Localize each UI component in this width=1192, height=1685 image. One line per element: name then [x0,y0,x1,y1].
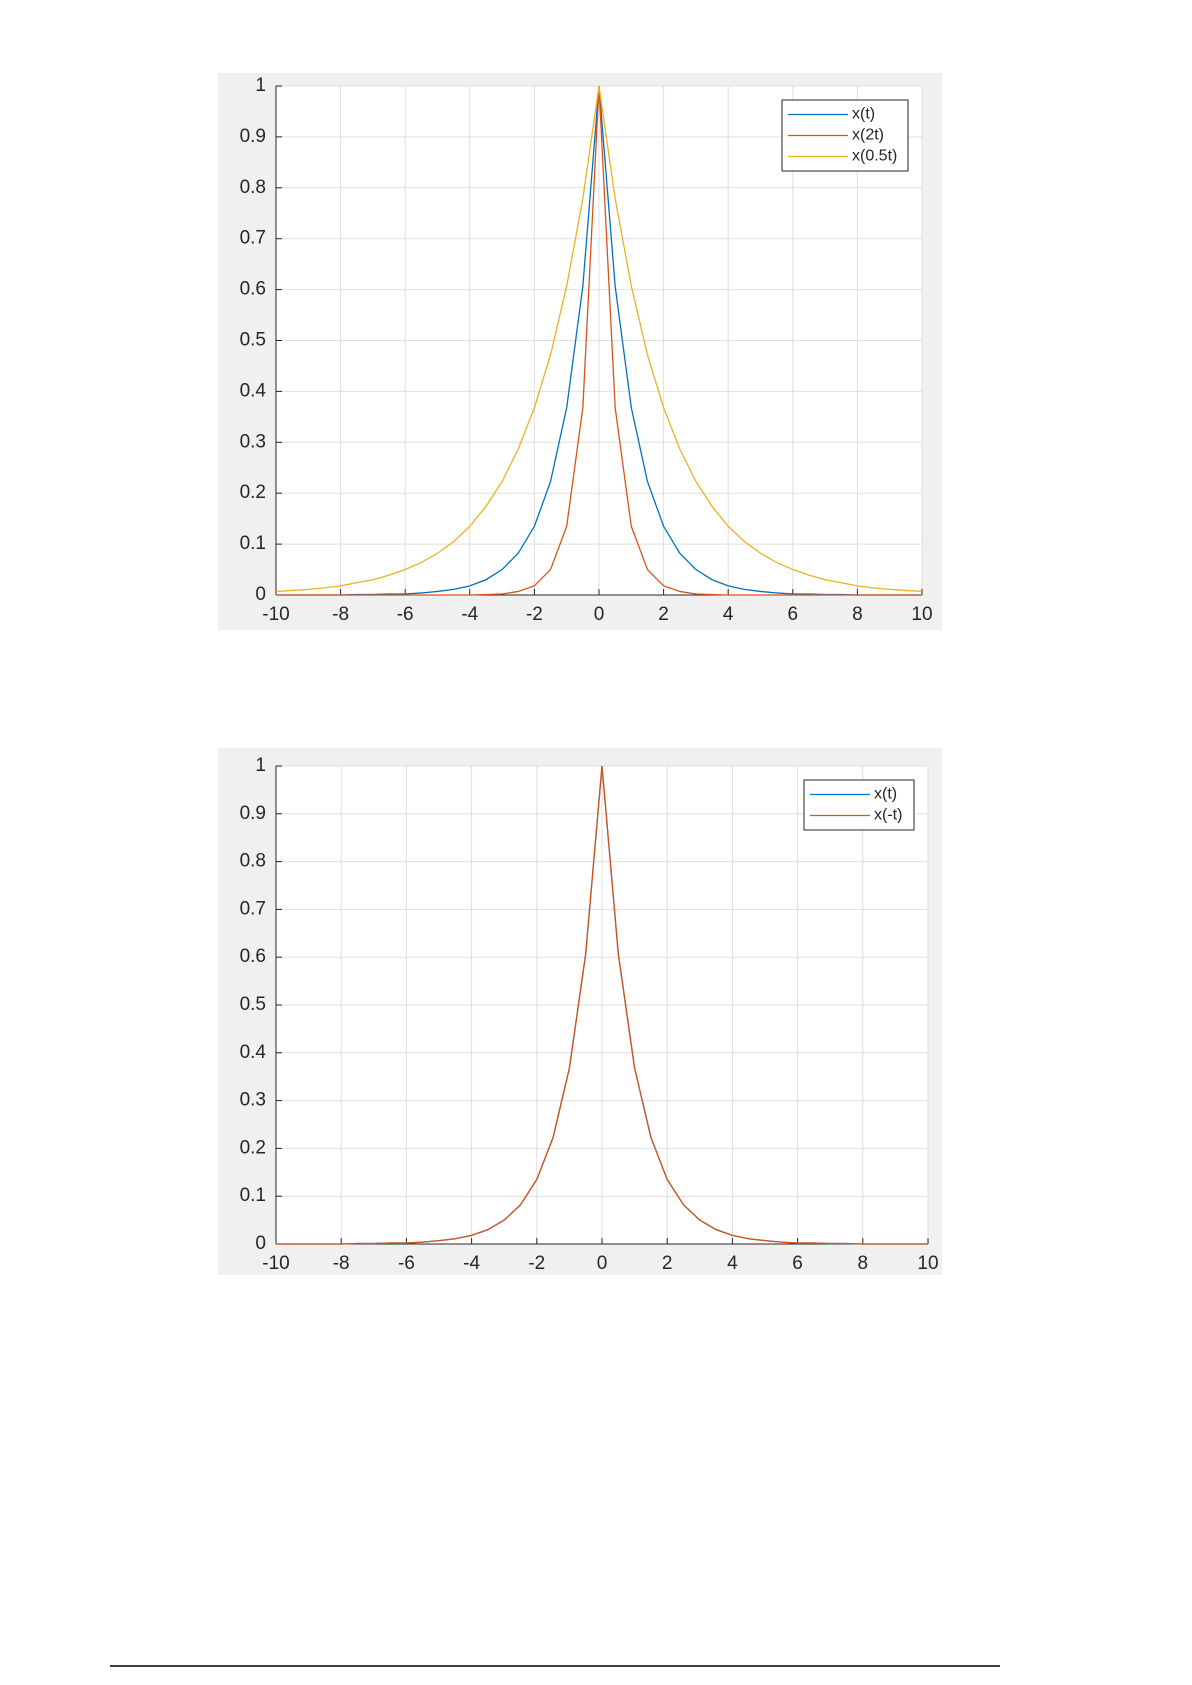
y-tick-label: 0 [255,1233,266,1254]
y-tick-label: 0.4 [240,1042,267,1063]
x-tick-label: 8 [858,1253,869,1274]
y-tick-label: 0.9 [240,126,266,147]
series-line [275,85,923,593]
x-tick-label: 4 [723,604,734,625]
x-tick-label: 10 [917,1253,938,1274]
y-tick-label: 0.7 [240,228,266,249]
x-tick-label: 6 [788,604,799,625]
legend-box [803,779,915,831]
y-tick-label: 0.6 [240,279,266,300]
legend-label: x(2t) [852,127,884,144]
x-tick-label: 6 [792,1253,803,1274]
x-tick-label: -8 [332,604,349,625]
legend-label: x(-t) [874,807,902,824]
y-tick-label: 0.8 [240,851,266,872]
y-tick-label: 1 [255,755,266,776]
legend-label: x(t) [852,106,875,123]
y-tick-label: 0.5 [240,330,266,351]
x-tick-label: 2 [658,604,669,625]
x-tick-label: -10 [262,604,289,625]
x-tick-label: -10 [262,1253,289,1274]
x-tick-label: 4 [727,1253,738,1274]
y-tick-label: 0.7 [240,898,266,919]
x-tick-label: 0 [597,1253,608,1274]
x-tick-label: 2 [662,1253,673,1274]
legend: x(t) x(-t) [803,779,915,831]
y-tick-label: 0.1 [240,1185,266,1206]
y-tick-label: 0.2 [240,482,266,503]
x-tick-label: -2 [528,1253,545,1274]
legend-label: x(t) [874,786,897,803]
x-tick-label: -8 [333,1253,350,1274]
x-tick-label: -2 [526,604,543,625]
y-tick-label: 0.5 [240,994,266,1015]
legend: x(t) x(2t) x(0.5t) [781,99,909,172]
y-tick-label: 0.8 [240,177,266,198]
y-tick-label: 0.3 [240,1090,266,1111]
x-tick-label: -4 [463,1253,480,1274]
x-tick-label: -6 [398,1253,415,1274]
series-line [276,765,928,1245]
y-tick-label: 1 [255,75,266,96]
x-tick-label: 10 [911,604,932,625]
chart: -10 -8 -6 -4 -2 0 2 4 6 8 10 0 0.1 0.2 0.3 0.4 0.5 0.6 0.7… [218,748,942,1275]
y-tick-label: 0.1 [240,533,266,554]
x-tick-label: -4 [461,604,478,625]
y-tick-label: 0.4 [240,380,267,401]
y-tick-label: 0 [255,584,266,605]
y-tick-label: 0.6 [240,946,266,967]
x-tick-label: 0 [594,604,605,625]
x-tick-label: -6 [397,604,414,625]
y-tick-label: 0.9 [240,803,266,824]
legend-label: x(0.5t) [852,148,897,165]
y-tick-label: 0.2 [240,1137,266,1158]
chart: -10 -8 -6 -4 -2 0 2 4 6 8 10 0 0.1 0.2 0.3 0.4 0.5 0.6 0.7… [218,73,942,630]
x-tick-label: 8 [852,604,863,625]
y-tick-label: 0.3 [240,431,266,452]
